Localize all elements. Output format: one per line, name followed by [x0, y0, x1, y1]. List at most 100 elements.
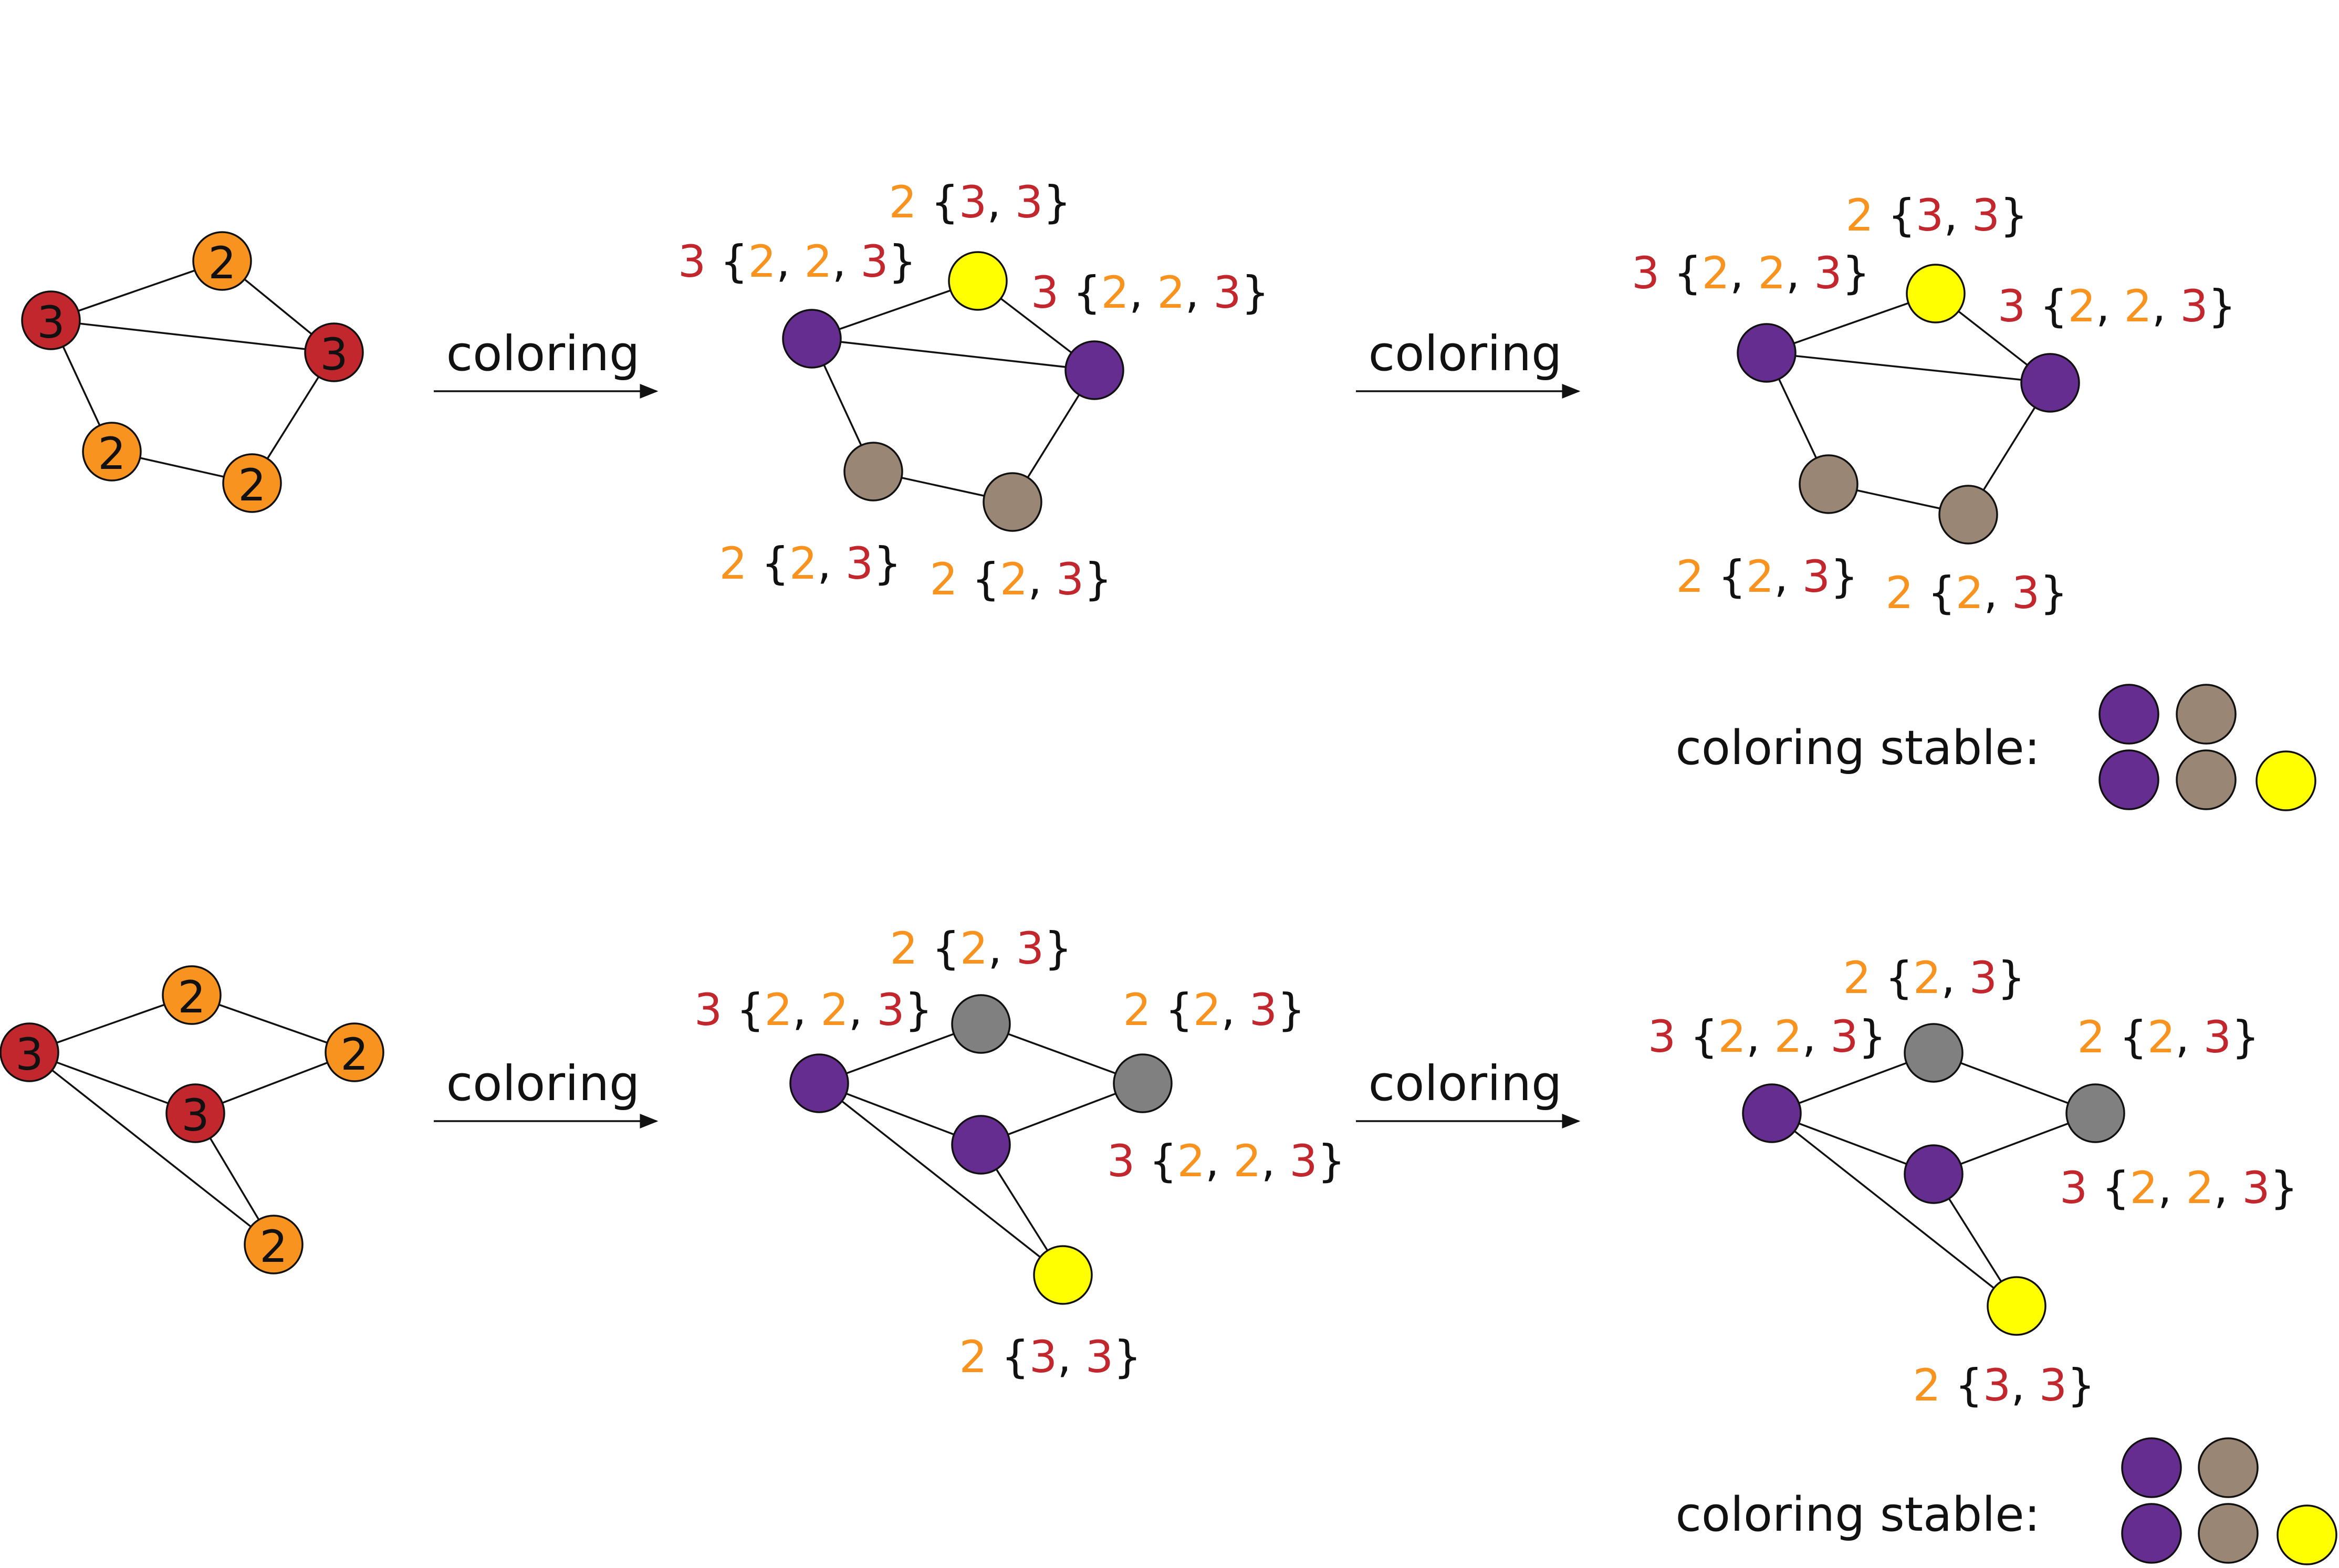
node-circle: [0, 1022, 59, 1082]
node-label-r2-stage1-1: 3 {2, 2, 3}: [694, 984, 933, 1036]
graph-r2-stage1: 3 {2, 2, 3} 2 {2, 3} 2 {2, 3} 3 {2, 2, 3} 2 …: [694, 923, 1345, 1383]
graph-r2-initial: 3 2 2 3 2: [0, 965, 384, 1274]
node-r2-stage2-1: [1742, 1083, 1802, 1143]
row-1: 3 2 3 2 2 3 {2, 2, 3} 2 {3, 3} 3 {2, 2, 3} 2 {2,…: [21, 176, 2316, 811]
node-label-r1-stage1-1: 3 {2, 2, 3}: [678, 236, 916, 287]
node-label-r1-stage1-2: 2 {3, 3}: [889, 176, 1071, 228]
node-degree: 2: [259, 1221, 287, 1272]
node-r2-stage1-2: [951, 994, 1011, 1054]
node-r2-stage2-2: [1904, 1023, 1964, 1083]
node-r1-stage2-4: [1799, 454, 1858, 514]
stable-swatch-purple: [2121, 1503, 2182, 1564]
coloring-arrow-r2-2: coloring: [1356, 1055, 1581, 1128]
node-degree: 3: [15, 1029, 43, 1080]
node-r2-stage2-5: [1987, 1276, 2046, 1336]
node-r2-initial-1: 3: [0, 1022, 59, 1082]
edge-r2-stage2-5: [1771, 1112, 2018, 1307]
node-label-r1-stage2-3: 3 {2, 2, 3}: [1998, 280, 2236, 332]
stable-swatch-yellow: [2277, 1504, 2337, 1565]
coloring-arrow-r2-1: coloring: [434, 1055, 659, 1128]
node-circle: [192, 231, 252, 291]
node-label-r1-stage1-4: 2 {2, 3}: [719, 538, 901, 589]
node-r2-stage1-4: [951, 1115, 1011, 1175]
stable-swatch-brown: [2198, 1437, 2259, 1498]
node-label-r2-stage2-1: 3 {2, 2, 3}: [1648, 1011, 1886, 1062]
stable-swatch-brown: [2176, 749, 2237, 810]
node-r2-stage2-4: [1904, 1144, 1964, 1204]
node-r1-stage2-2: [1906, 264, 1966, 323]
node-r1-initial-2: 2: [192, 231, 252, 291]
node-label-r2-stage2-3: 2 {2, 3}: [2077, 1011, 2259, 1063]
node-label-r2-stage2-4: 3 {2, 2, 3}: [2060, 1162, 2298, 1214]
node-circle: [304, 322, 364, 382]
node-label-r1-stage1-3: 3 {2, 2, 3}: [1031, 267, 1269, 318]
node-label-r2-stage1-3: 2 {2, 3}: [1123, 984, 1305, 1036]
node-degree: 3: [37, 297, 65, 348]
node-r1-initial-4: 2: [82, 422, 142, 482]
node-r1-initial-5: 2: [222, 453, 282, 513]
node-degree: 2: [177, 971, 205, 1023]
coloring-stable-label: coloring stable:: [1675, 720, 2040, 776]
node-r1-stage2-1: [1737, 323, 1797, 383]
edge-r1-stage1-3: [811, 338, 1095, 371]
node-label-r2-stage2-2: 2 {2, 3}: [1843, 952, 2025, 1003]
edge-r2-stage1-5: [818, 1082, 1064, 1276]
stable-swatch-brown: [2198, 1503, 2259, 1564]
node-r2-stage1-1: [789, 1053, 849, 1113]
node-label-r2-stage1-2: 2 {2, 3}: [890, 923, 1072, 974]
node-label-r2-stage1-5: 2 {3, 3}: [959, 1331, 1141, 1383]
arrow-label: coloring: [1369, 1055, 1562, 1112]
node-circle: [162, 965, 222, 1025]
node-r1-initial-3: 3: [304, 322, 364, 382]
coloring-stable-r1: coloring stable:: [1675, 684, 2316, 811]
node-label-r1-stage2-5: 2 {2, 3}: [1885, 567, 2067, 619]
node-r1-initial-1: 3: [21, 290, 81, 350]
coloring-stable-label: coloring stable:: [1675, 1487, 2040, 1542]
node-circle: [244, 1215, 304, 1274]
stable-swatch-brown: [2176, 684, 2237, 745]
node-r2-stage2-3: [2065, 1083, 2125, 1143]
node-r1-stage2-3: [2020, 353, 2080, 413]
node-label-r1-stage1-5: 2 {2, 3}: [930, 553, 1112, 605]
stable-swatch-purple: [2098, 749, 2159, 810]
node-r1-stage1-3: [1064, 340, 1124, 400]
edge-r2-initial-5: [28, 1051, 275, 1246]
coloring-stable-r2: coloring stable:: [1675, 1437, 2337, 1565]
node-r1-stage1-1: [782, 309, 842, 369]
node-degree: 2: [98, 428, 126, 479]
node-degree: 2: [340, 1029, 368, 1080]
graph-r1-stage1: 3 {2, 2, 3} 2 {3, 3} 3 {2, 2, 3} 2 {2, 3} 2 …: [678, 176, 1269, 605]
graph-r1-stage2: 3 {2, 2, 3} 2 {3, 3} 3 {2, 2, 3} 2 {2, 3} 2 …: [1632, 190, 2236, 619]
node-r1-stage1-2: [948, 251, 1008, 311]
stable-swatch-yellow: [2256, 750, 2316, 811]
node-r2-initial-5: 2: [244, 1215, 304, 1274]
edge-r1-stage2-3: [1766, 352, 2051, 384]
edge-r1-initial-3: [50, 319, 335, 353]
node-r2-initial-4: 3: [165, 1083, 225, 1143]
node-r1-stage1-4: [843, 442, 903, 501]
node-degree: 3: [320, 329, 348, 380]
node-degree: 3: [181, 1090, 209, 1141]
node-circle: [165, 1083, 225, 1143]
node-label-r2-stage1-4: 3 {2, 2, 3}: [1107, 1135, 1345, 1187]
edge-r1-stage2-1: [1766, 292, 1936, 354]
graph-r1-initial: 3 2 3 2 2: [21, 231, 364, 513]
node-label-r2-stage2-5: 2 {3, 3}: [1913, 1360, 2095, 1411]
node-r1-stage2-5: [1938, 485, 1998, 545]
coloring-arrow-r1-2: coloring: [1356, 326, 1581, 399]
node-r2-stage1-5: [1033, 1245, 1093, 1305]
arrow-label: coloring: [446, 326, 640, 382]
stable-swatch-purple: [2121, 1437, 2182, 1498]
coloring-arrow-r1-1: coloring: [434, 326, 659, 399]
node-circle: [21, 290, 81, 350]
stable-swatch-purple: [2098, 684, 2159, 745]
node-degree: 2: [208, 237, 236, 289]
node-r2-initial-3: 2: [325, 1022, 384, 1082]
node-label-r1-stage2-2: 2 {3, 3}: [1845, 190, 2028, 241]
arrow-label: coloring: [446, 1055, 640, 1112]
node-r1-stage1-5: [983, 472, 1042, 532]
node-label-r1-stage2-4: 2 {2, 3}: [1676, 551, 1858, 602]
node-circle: [82, 422, 142, 482]
